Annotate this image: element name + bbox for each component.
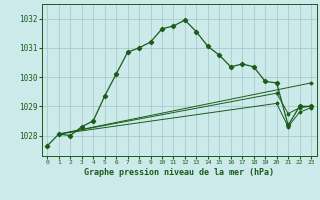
X-axis label: Graphe pression niveau de la mer (hPa): Graphe pression niveau de la mer (hPa) <box>84 168 274 177</box>
